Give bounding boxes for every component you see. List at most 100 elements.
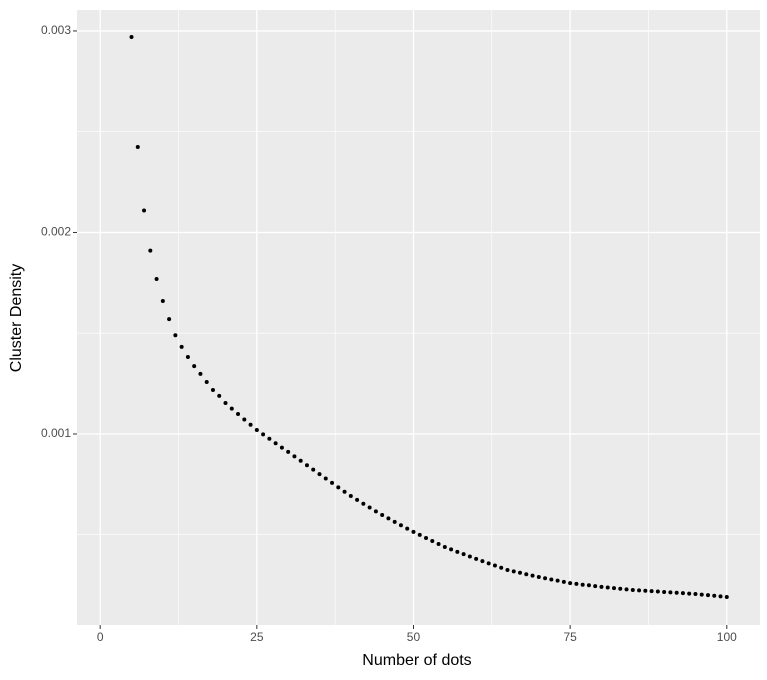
point — [148, 248, 153, 253]
point — [267, 436, 272, 441]
point — [192, 364, 197, 369]
point — [167, 317, 172, 322]
point — [474, 556, 479, 561]
point — [330, 480, 335, 485]
point — [204, 379, 209, 384]
point — [254, 427, 259, 432]
point — [612, 586, 617, 591]
point — [392, 519, 397, 524]
point — [687, 591, 692, 596]
point — [705, 593, 710, 598]
point — [442, 545, 447, 550]
point — [386, 516, 391, 521]
y-axis-title: Cluster Density — [8, 264, 25, 372]
point — [549, 577, 554, 582]
points — [129, 35, 729, 599]
point — [637, 588, 642, 593]
point — [355, 497, 360, 502]
point — [618, 586, 623, 591]
point — [555, 578, 560, 583]
point — [630, 587, 635, 592]
x-tick-label: 25 — [250, 630, 264, 644]
point — [455, 549, 460, 554]
point — [536, 575, 541, 580]
point — [449, 547, 454, 552]
point — [518, 570, 523, 575]
point — [405, 526, 410, 531]
point — [561, 579, 566, 584]
point — [185, 354, 190, 359]
x-tick-label: 0 — [97, 630, 104, 644]
point — [286, 449, 291, 454]
point — [398, 523, 403, 528]
point — [135, 145, 140, 150]
point — [198, 371, 203, 376]
point — [674, 590, 679, 595]
point — [311, 467, 316, 472]
point — [467, 554, 472, 559]
point — [712, 593, 717, 598]
point — [599, 584, 604, 589]
point — [655, 589, 660, 594]
point — [724, 594, 729, 599]
point — [568, 581, 573, 586]
point — [417, 532, 422, 537]
point — [643, 588, 648, 593]
point — [367, 505, 372, 510]
point — [261, 432, 266, 437]
point — [486, 561, 491, 566]
point — [492, 563, 497, 568]
point — [129, 35, 134, 40]
point — [380, 512, 385, 517]
point — [662, 589, 667, 594]
point — [248, 422, 253, 427]
point — [680, 591, 685, 596]
point — [304, 463, 309, 468]
grid — [77, 10, 760, 625]
point — [624, 587, 629, 592]
point — [499, 565, 504, 570]
point — [461, 552, 466, 557]
point — [436, 541, 441, 546]
point — [229, 406, 234, 411]
x-tick-label: 75 — [563, 630, 577, 644]
x-tick-label: 50 — [407, 630, 421, 644]
point — [273, 441, 278, 446]
point — [699, 592, 704, 597]
point — [411, 529, 416, 534]
point — [210, 388, 215, 393]
point — [580, 582, 585, 587]
point — [605, 585, 610, 590]
point — [511, 569, 516, 574]
point — [217, 393, 222, 398]
point — [593, 584, 598, 589]
point — [543, 576, 548, 581]
point — [693, 591, 698, 596]
point — [480, 559, 485, 564]
x-tick-label: 100 — [717, 630, 737, 644]
point — [173, 333, 178, 338]
point — [524, 572, 529, 577]
y-tick-label: 0.002 — [41, 225, 71, 239]
point — [373, 509, 378, 514]
point — [154, 277, 159, 282]
point — [179, 344, 184, 349]
point — [317, 472, 322, 477]
point — [348, 494, 353, 499]
panel-background — [77, 10, 760, 625]
point — [223, 400, 228, 405]
point — [361, 501, 366, 506]
point — [718, 594, 723, 599]
point — [292, 454, 297, 459]
point — [342, 489, 347, 494]
x-axis-title: Number of dots — [362, 652, 471, 669]
point — [574, 581, 579, 586]
point — [336, 485, 341, 490]
point — [505, 567, 510, 572]
point — [586, 583, 591, 588]
y-tick-label: 0.003 — [41, 23, 71, 37]
point — [323, 476, 328, 481]
point — [279, 445, 284, 450]
